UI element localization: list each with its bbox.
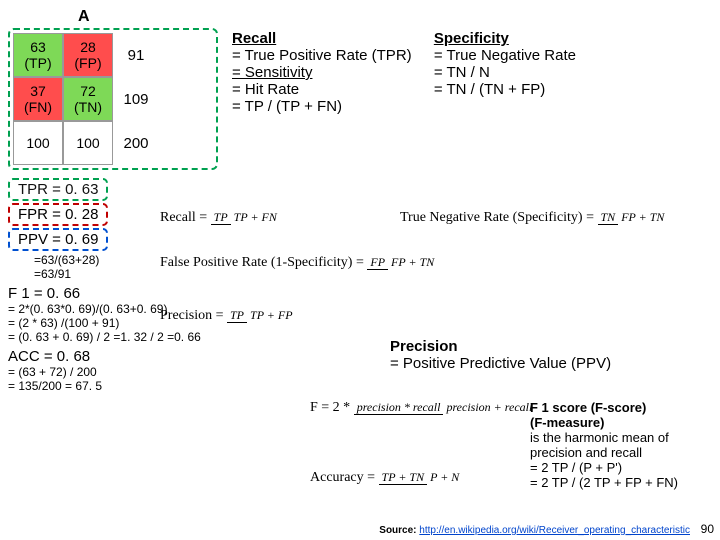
cell-tn: 72(TN) <box>63 77 113 121</box>
recall-l2: = Sensitivity <box>232 64 412 81</box>
lhs: False Positive Rate (1-Specificity) = <box>160 255 364 270</box>
source-link[interactable]: http://en.wikipedia.org/wiki/Receiver_op… <box>419 525 690 536</box>
f1-calc1: = 2*(0. 63*0. 69)/(0. 63+0. 69) <box>8 302 712 316</box>
spec-l1: = True Negative Rate <box>434 47 576 64</box>
formula-tnr: True Negative Rate (Specificity) = TNFP … <box>400 210 667 226</box>
ppv-box: PPV = 0. 69 <box>8 228 108 251</box>
recall-hdr: Recall <box>232 30 412 47</box>
f1sc-l1: F 1 score (F-score) <box>530 400 678 415</box>
col1-total: 100 <box>13 121 63 165</box>
source-line: Source: http://en.wikipedia.org/wiki/Rec… <box>379 525 690 536</box>
den: precision + recall <box>443 400 535 414</box>
val: 28 <box>80 39 96 55</box>
lhs: Accuracy = <box>310 470 375 485</box>
f1sc-l3: is the harmonic mean of <box>530 430 678 445</box>
spec-l2: = TN / N <box>434 64 576 81</box>
cell-tp: 63(TP) <box>13 33 63 77</box>
f1-value: F 1 = 0. 66 <box>8 285 712 302</box>
grand-total: 200 <box>113 121 159 165</box>
precision-l1: = Positive Predictive Value (PPV) <box>390 355 611 372</box>
row1-total: 91 <box>113 33 159 77</box>
metrics-definitions: Recall = True Positive Rate (TPR) = Sens… <box>232 30 576 115</box>
row2-total: 109 <box>113 77 159 121</box>
tpr-box: TPR = 0. 63 <box>8 178 108 201</box>
val: 72 <box>80 83 96 99</box>
col2-total: 100 <box>63 121 113 165</box>
den: P + N <box>427 470 462 484</box>
formula-fpr: False Positive Rate (1-Specificity) = FP… <box>160 255 437 271</box>
cell-fn: 37(FN) <box>13 77 63 121</box>
f1sc-l4: precision and recall <box>530 445 678 460</box>
lhs: True Negative Rate (Specificity) = <box>400 210 594 225</box>
title-a: A <box>78 8 712 26</box>
lhs: F = 2 * <box>310 400 350 415</box>
num: TN <box>598 210 619 225</box>
den: TP + FN <box>231 210 280 224</box>
lab: (FP) <box>74 55 101 71</box>
f1sc-l5: = 2 TP / (P + P') <box>530 460 678 475</box>
den: FP + TN <box>388 255 437 269</box>
lhs: Recall = <box>160 210 207 225</box>
lhs: Precision = <box>160 308 224 323</box>
num: TP <box>211 210 231 225</box>
acc-calc2: = 135/200 = 67. 5 <box>8 379 712 393</box>
den: TP + FP <box>247 308 296 322</box>
formula-f1: F = 2 * precision * recallprecision + re… <box>310 400 535 416</box>
recall-l3: = Hit Rate <box>232 81 412 98</box>
recall-l4: = TP / (TP + FN) <box>232 98 412 115</box>
val: 63 <box>30 39 46 55</box>
precision-def: Precision = Positive Predictive Value (P… <box>390 338 611 372</box>
f1sc-l2: (F-measure) <box>530 415 678 430</box>
num: TP + TN <box>379 470 428 485</box>
num: precision * recall <box>354 400 444 415</box>
formula-recall: Recall = TPTP + FN <box>160 210 280 226</box>
val: 37 <box>30 83 46 99</box>
spec-hdr: Specificity <box>434 30 576 47</box>
den: FP + TN <box>618 210 667 224</box>
lab: (TN) <box>74 99 102 115</box>
precision-hdr: Precision <box>390 338 611 355</box>
num: FP <box>367 255 388 270</box>
page-number: 90 <box>701 522 714 536</box>
fpr-box: FPR = 0. 28 <box>8 203 108 226</box>
recall-l1: = True Positive Rate (TPR) <box>232 47 412 64</box>
num: TP <box>227 308 247 323</box>
f1-calc2: = (2 * 63) /(100 + 91) <box>8 316 712 330</box>
formula-acc: Accuracy = TP + TNP + N <box>310 470 462 486</box>
source-label: Source: <box>379 525 416 536</box>
formula-prec: Precision = TPTP + FP <box>160 308 296 324</box>
spec-l3: = TN / (TN + FP) <box>434 81 576 98</box>
lab: (TP) <box>24 55 51 71</box>
confusion-matrix: 63(TP) 28(FP) 91 37(FN) 72(TN) 109 100 1… <box>8 28 218 170</box>
cell-fp: 28(FP) <box>63 33 113 77</box>
lab: (FN) <box>24 99 52 115</box>
f1sc-l6: = 2 TP / (2 TP + FP + FN) <box>530 475 678 490</box>
f1-score-def: F 1 score (F-score) (F-measure) is the h… <box>530 400 678 490</box>
